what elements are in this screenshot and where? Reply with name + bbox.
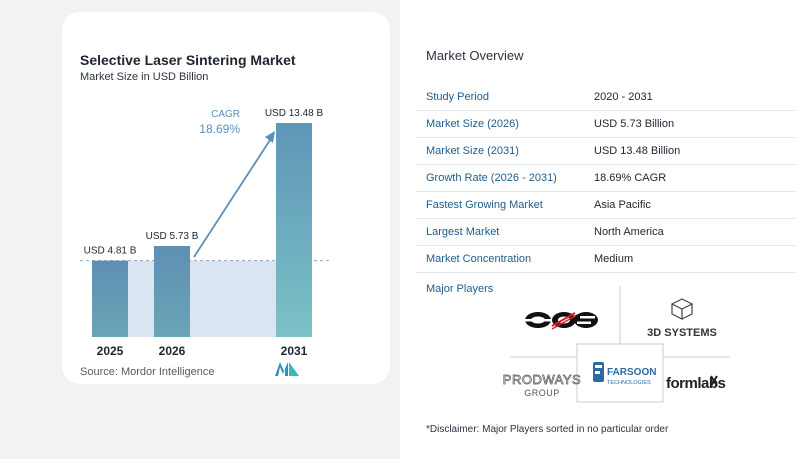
disclaimer-text: *Disclaimer: Major Players sorted in no … xyxy=(426,424,669,435)
overview-row: Growth Rate (2026 - 2031) 18.69% CAGR xyxy=(416,165,796,192)
formlabs-logo: formlabs xyxy=(666,375,726,392)
overview-panel: Market Overview Study Period 2020 - 2031 M… xyxy=(400,0,800,459)
overview-title: Market Overview xyxy=(426,48,524,63)
svg-text:3D SYSTEMS: 3D SYSTEMS xyxy=(647,327,717,339)
chart-title: Selective Laser Sintering Market xyxy=(80,52,296,68)
svg-text:FARSOON: FARSOON xyxy=(607,367,656,378)
data-label: USD 13.48 B xyxy=(265,108,324,119)
overview-value: Medium xyxy=(594,253,634,265)
farsoon-logo: FARSOON TECHNOLOGIES xyxy=(593,362,656,386)
overview-value: 2020 - 2031 xyxy=(594,91,653,103)
x-tick-label: 2025 xyxy=(97,344,124,358)
overview-key: Study Period xyxy=(426,91,489,103)
cagr-value: 18.69% xyxy=(199,122,240,136)
overview-row: Largest Market North America xyxy=(416,219,796,246)
growth-band xyxy=(128,260,276,337)
major-players-title: Major Players xyxy=(426,283,494,295)
overview-row: Study Period 2020 - 2031 xyxy=(416,84,796,111)
chart-card: Selective Laser Sintering Market Market … xyxy=(62,12,390,384)
major-players-grid: 3D SYSTEMS PRODWAYS GROUP FARSOON TECHNO… xyxy=(502,286,730,403)
overview-table: Study Period 2020 - 2031 Market Size (2026… xyxy=(416,84,796,273)
overview-key: Market Concentration xyxy=(426,253,532,265)
overview-value: North America xyxy=(594,226,664,238)
svg-text:TECHNOLOGIES: TECHNOLOGIES xyxy=(607,380,651,386)
cagr-arrow xyxy=(193,136,273,258)
overview-key: Growth Rate (2026 - 2031) xyxy=(426,172,557,184)
overview-key: Largest Market xyxy=(426,226,500,238)
overview-value: Asia Pacific xyxy=(594,199,651,211)
bar-2026 xyxy=(154,246,190,337)
cagr-label: CAGR xyxy=(211,109,240,120)
overview-value: 18.69% CAGR xyxy=(594,172,667,184)
overview-row: Market Size (2031) USD 13.48 Billion xyxy=(416,138,796,165)
data-label: USD 5.73 B xyxy=(146,231,199,242)
svg-text:GROUP: GROUP xyxy=(524,388,560,398)
overview-value: USD 13.48 Billion xyxy=(594,145,681,157)
eos-logo xyxy=(523,312,598,330)
overview-row: Market Concentration Medium xyxy=(416,246,796,273)
data-label: USD 4.81 B xyxy=(84,246,137,257)
cagr-arrowhead xyxy=(265,131,275,143)
mordor-logo-icon xyxy=(275,362,299,376)
bar-2031 xyxy=(276,123,312,337)
svg-text:PRODWAYS: PRODWAYS xyxy=(503,372,581,387)
overview-key: Market Size (2031) xyxy=(426,145,519,157)
x-tick-label: 2031 xyxy=(281,344,308,358)
prodways-logo: PRODWAYS GROUP xyxy=(502,372,581,398)
x-tick-label: 2026 xyxy=(159,344,186,358)
overview-key: Market Size (2026) xyxy=(426,118,519,130)
svg-text:formlabs: formlabs xyxy=(666,375,726,392)
overview-value: USD 5.73 Billion xyxy=(594,118,675,130)
source-text: Source: Mordor Intelligence xyxy=(80,366,215,378)
chart-subtitle: Market Size in USD Billion xyxy=(80,71,209,83)
overview-row: Fastest Growing Market Asia Pacific xyxy=(416,192,796,219)
bar-2025 xyxy=(92,260,128,337)
overview-key: Fastest Growing Market xyxy=(426,199,543,211)
overview-row: Market Size (2026) USD 5.73 Billion xyxy=(416,111,796,138)
bar-chart: USD 4.81 B 2025 USD 5.73 B 2026 USD 13.48 B 2… xyxy=(80,108,332,358)
3d-systems-logo: 3D SYSTEMS xyxy=(647,298,717,339)
